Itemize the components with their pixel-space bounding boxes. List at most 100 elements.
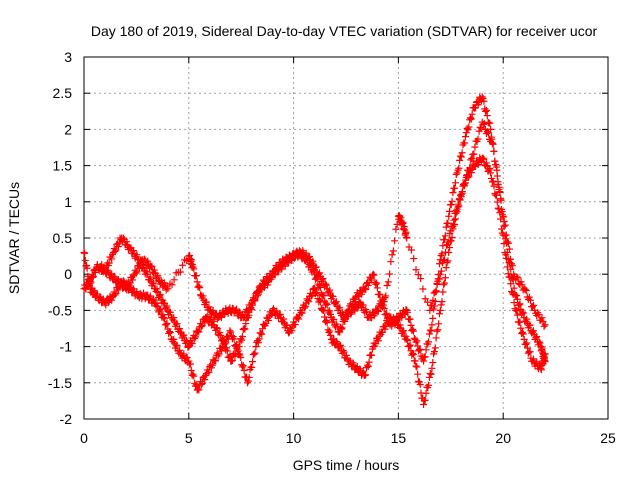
y-tick-label: 2 — [64, 121, 72, 137]
track-c-point — [192, 272, 200, 280]
track-b-point — [326, 331, 334, 339]
track-c-point — [382, 292, 390, 300]
track-b-point — [415, 377, 423, 385]
track-c-point — [436, 270, 444, 278]
y-tick-label: 3 — [64, 49, 72, 65]
track-b-point — [257, 329, 265, 337]
track-c-point — [513, 273, 521, 281]
track-b-point — [295, 315, 303, 323]
track-c-point — [132, 269, 140, 277]
track-c-point — [407, 246, 415, 254]
track-c-point — [193, 278, 201, 286]
track-b-point — [240, 366, 248, 374]
track-b-point — [316, 298, 324, 306]
track-a-point — [217, 331, 225, 339]
track-a-point — [238, 333, 246, 341]
track-a-point — [413, 337, 421, 345]
track-a-point — [364, 281, 372, 289]
track-a-point — [380, 305, 388, 313]
track-c-point — [353, 304, 361, 312]
track-b-point — [233, 345, 241, 353]
track-b-point — [442, 264, 450, 272]
track-b-point — [402, 332, 410, 340]
track-c-point — [247, 303, 255, 311]
track-a-point — [336, 328, 344, 336]
track-a-point — [513, 292, 521, 300]
track-c-point — [529, 303, 537, 311]
track-c-point — [326, 286, 334, 294]
track-b-point — [238, 363, 246, 371]
track-b-point — [425, 373, 433, 381]
track-b-point — [249, 358, 257, 366]
track-c-point — [110, 272, 118, 280]
track-a-point — [361, 285, 369, 293]
track-c-point — [521, 286, 529, 294]
track-a-point — [176, 328, 184, 336]
track-b-point — [237, 354, 245, 362]
track-b-point — [173, 341, 181, 349]
track-c-point — [454, 200, 462, 208]
track-a-point — [362, 285, 370, 293]
track-b-point — [318, 306, 326, 314]
track-a-point — [478, 93, 486, 101]
track-c-point — [329, 292, 337, 300]
track-a-point — [420, 357, 428, 365]
track-c-point — [147, 263, 155, 271]
track-b-point — [311, 285, 319, 293]
track-b-point — [433, 327, 441, 335]
track-a-point — [242, 320, 250, 328]
track-b-point — [479, 154, 487, 162]
track-a-point — [435, 260, 443, 268]
track-c-point — [202, 298, 210, 306]
track-a-point — [146, 273, 154, 281]
track-b-point — [201, 376, 209, 384]
track-c-point — [321, 280, 329, 288]
track-b-point — [368, 351, 376, 359]
track-a-point — [112, 246, 120, 254]
track-c-point — [457, 191, 465, 199]
track-a-point — [461, 133, 469, 141]
track-b-point — [239, 362, 247, 370]
track-b-point — [365, 358, 373, 366]
track-a-point — [240, 324, 248, 332]
track-b-point — [195, 386, 203, 394]
track-c-point — [522, 287, 530, 295]
track-a-point — [91, 268, 99, 276]
track-a-point — [238, 336, 246, 344]
track-b-point — [197, 380, 205, 388]
x-tick-label: 15 — [391, 430, 407, 446]
track-b-point — [374, 337, 382, 345]
track-b-point — [222, 339, 230, 347]
track-c-point — [170, 276, 178, 284]
x-tick-label: 5 — [185, 430, 193, 446]
track-a-point — [533, 333, 541, 341]
y-tick-label: 0.5 — [53, 230, 73, 246]
track-c-point — [502, 231, 510, 239]
track-a-point — [409, 325, 417, 333]
track-c-point — [432, 288, 440, 296]
track-c-point — [480, 120, 488, 128]
track-a-point — [159, 296, 167, 304]
track-a-point — [162, 304, 170, 312]
track-b-point — [517, 324, 525, 332]
track-b-point — [298, 309, 306, 317]
track-b-point — [85, 275, 93, 283]
track-a-point — [140, 266, 148, 274]
track-b-point — [186, 360, 194, 368]
track-b-point — [273, 307, 281, 315]
track-b-point — [194, 385, 202, 393]
track-a-point — [319, 292, 327, 300]
track-c-point — [530, 301, 538, 309]
track-c-point — [154, 272, 162, 280]
track-a-point — [449, 189, 457, 197]
track-c-point — [264, 281, 272, 289]
track-a-point — [467, 114, 475, 122]
track-c-point — [270, 270, 278, 278]
track-b-point — [190, 372, 198, 380]
track-b-point — [166, 329, 174, 337]
track-a-point — [170, 314, 178, 322]
y-tick-label: 0 — [64, 266, 72, 282]
track-c-point — [381, 294, 389, 302]
track-b-point — [441, 279, 449, 287]
track-c-point — [449, 222, 457, 230]
